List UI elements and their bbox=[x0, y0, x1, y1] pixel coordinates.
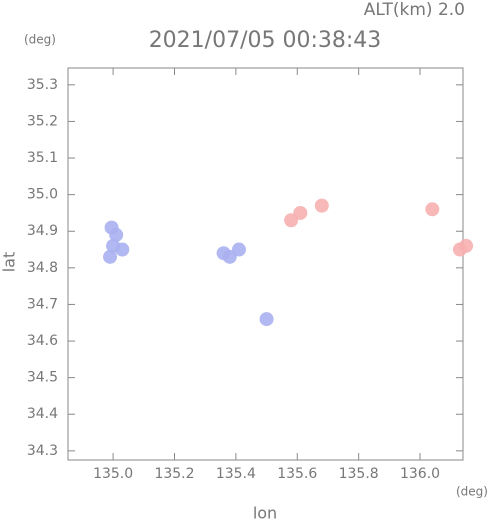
y-tick-label: 34.9 bbox=[27, 223, 58, 239]
y-tick-label: 34.8 bbox=[27, 260, 58, 276]
echo-point bbox=[425, 202, 440, 217]
y-unit: (deg) bbox=[24, 33, 56, 47]
y-tick-label: 34.6 bbox=[27, 333, 58, 349]
x-tick-label: 135.0 bbox=[93, 466, 133, 482]
y-tick-label: 35.3 bbox=[27, 77, 58, 93]
y-tick-label: 35.2 bbox=[27, 113, 58, 129]
echo-point bbox=[103, 249, 118, 264]
echo-point bbox=[259, 312, 274, 327]
echo-point bbox=[293, 205, 308, 220]
echo-point bbox=[115, 242, 130, 257]
x-tick-label: 135.8 bbox=[339, 466, 379, 482]
chart-title: 2021/07/05 00:38:43 bbox=[149, 28, 382, 53]
y-tick-label: 35.0 bbox=[27, 187, 58, 203]
echo-point bbox=[459, 238, 474, 253]
echo-point bbox=[314, 198, 329, 213]
x-tick-label: 135.6 bbox=[277, 466, 317, 482]
x-tick-label: 135.2 bbox=[154, 466, 194, 482]
header: ALT(km) 2.0 bbox=[364, 0, 465, 20]
y-tick-label: 34.3 bbox=[27, 443, 58, 459]
echo-point bbox=[231, 242, 246, 257]
y-tick-label: 34.7 bbox=[27, 296, 58, 312]
y-tick-label: 34.5 bbox=[27, 370, 58, 386]
echo-point bbox=[104, 220, 119, 235]
x-tick-label: 136.0 bbox=[400, 466, 440, 482]
y-axis-label: lat bbox=[0, 252, 19, 273]
x-unit: (deg) bbox=[456, 485, 488, 499]
x-axis-label: lon bbox=[253, 504, 277, 522]
y-tick-label: 35.1 bbox=[27, 150, 58, 166]
y-tick-label: 34.4 bbox=[27, 406, 58, 422]
plot-frame bbox=[67, 67, 464, 461]
x-tick-label: 135.4 bbox=[216, 466, 256, 482]
